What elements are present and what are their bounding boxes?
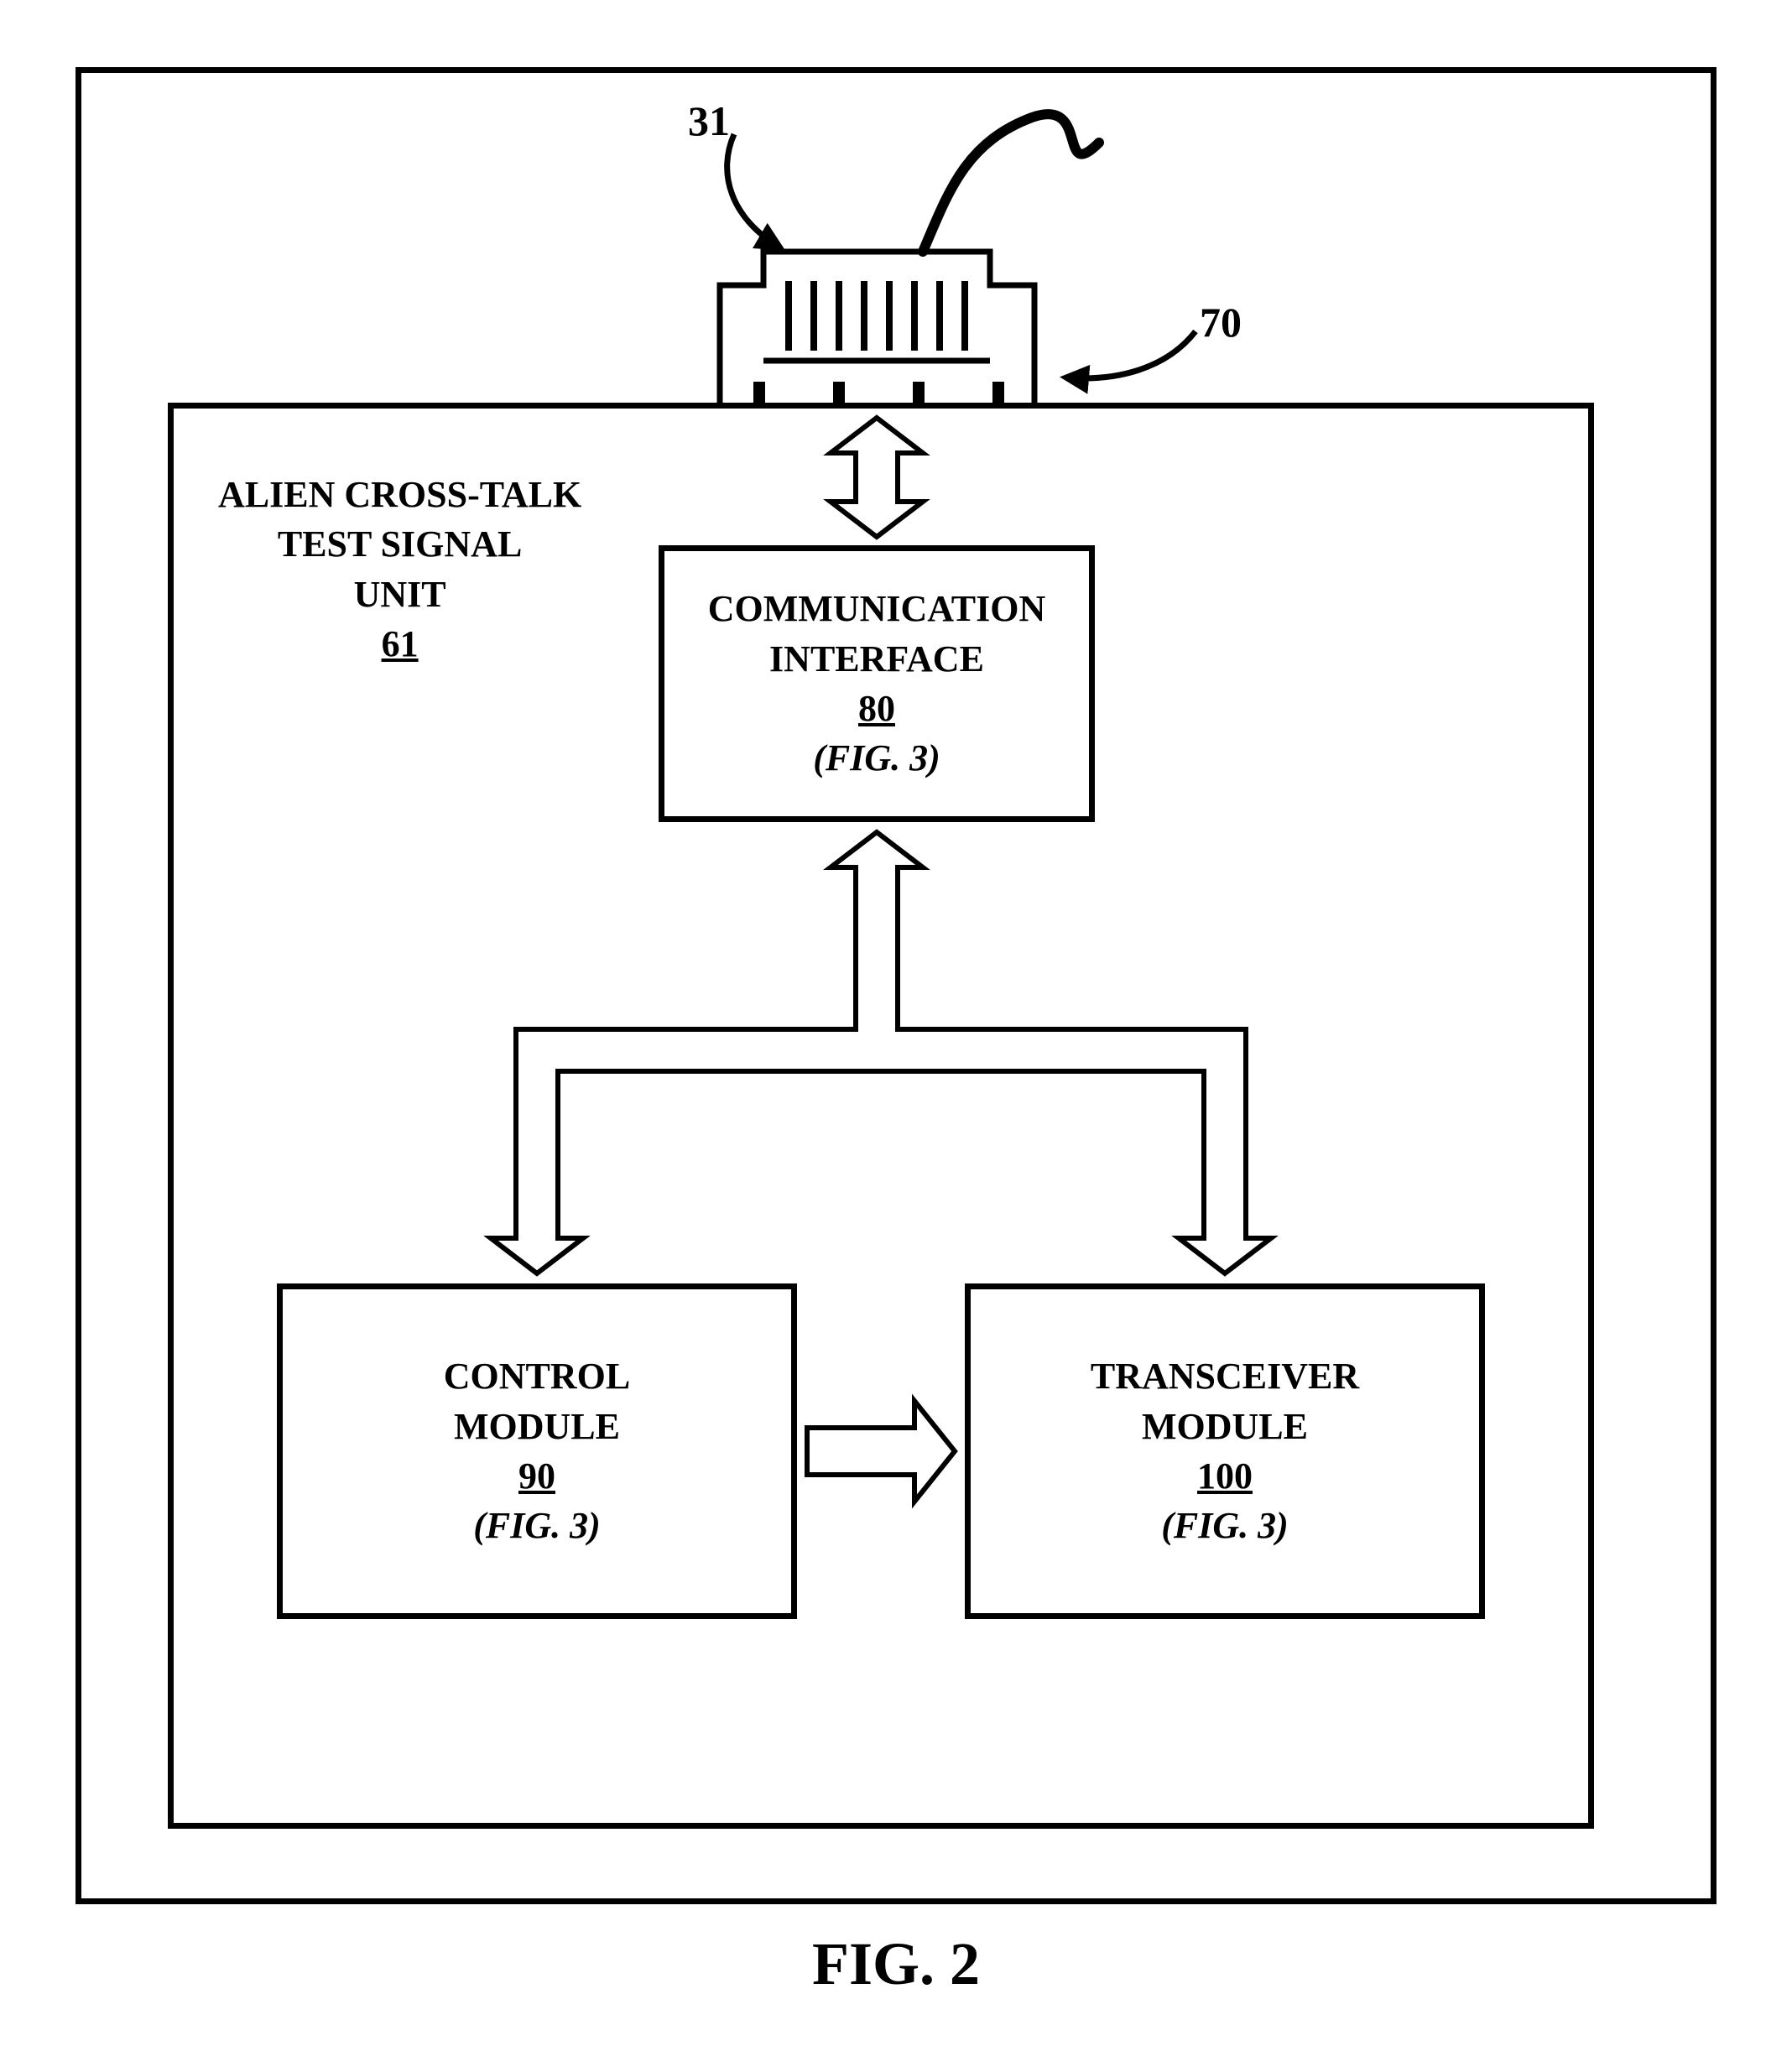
unit-label-number: 61: [382, 623, 419, 664]
communication-interface-box: COMMUNICATION INTERFACE 80 (FIG. 3): [659, 545, 1095, 822]
comm-line2: INTERFACE: [769, 634, 984, 684]
comm-line1: COMMUNICATION: [708, 584, 1046, 633]
unit-label: ALIEN CROSS-TALK TEST SIGNAL UNIT 61: [218, 470, 581, 669]
comm-number: 80: [858, 684, 895, 733]
control-number: 90: [518, 1451, 555, 1501]
control-module-box: CONTROL MODULE 90 (FIG. 3): [277, 1283, 797, 1619]
ref-31: 31: [688, 96, 730, 145]
control-line2: MODULE: [454, 1402, 620, 1451]
control-line1: CONTROL: [444, 1351, 630, 1401]
control-figref: (FIG. 3): [473, 1501, 601, 1550]
transceiver-line1: TRANSCEIVER: [1091, 1351, 1359, 1401]
unit-label-line3: UNIT: [354, 574, 446, 615]
unit-label-line2: TEST SIGNAL: [278, 523, 522, 565]
figure-canvas: ALIEN CROSS-TALK TEST SIGNAL UNIT 61 COM…: [0, 0, 1792, 2072]
comm-figref: (FIG. 3): [813, 733, 940, 783]
unit-label-line1: ALIEN CROSS-TALK: [218, 474, 581, 515]
transceiver-number: 100: [1197, 1451, 1253, 1501]
ref-70: 70: [1200, 298, 1242, 346]
transceiver-line2: MODULE: [1142, 1402, 1308, 1451]
figure-caption: FIG. 2: [0, 1929, 1792, 1999]
transceiver-figref: (FIG. 3): [1161, 1501, 1289, 1550]
transceiver-module-box: TRANSCEIVER MODULE 100 (FIG. 3): [965, 1283, 1485, 1619]
